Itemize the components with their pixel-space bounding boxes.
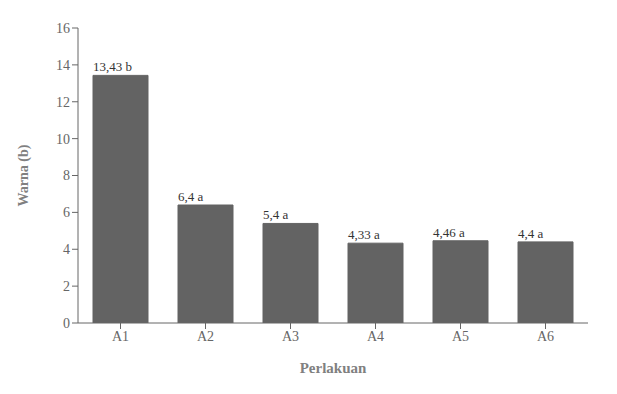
svg-text:4,4 a: 4,4 a bbox=[518, 226, 544, 241]
svg-text:12: 12 bbox=[56, 95, 70, 110]
svg-text:A5: A5 bbox=[452, 329, 469, 344]
svg-text:Perlakuan: Perlakuan bbox=[300, 360, 367, 376]
svg-text:13,43 b: 13,43 b bbox=[93, 59, 132, 74]
svg-text:Warna (b): Warna (b) bbox=[16, 144, 32, 206]
svg-text:A4: A4 bbox=[367, 329, 384, 344]
svg-text:14: 14 bbox=[56, 58, 70, 73]
svg-text:0: 0 bbox=[63, 316, 70, 331]
svg-text:4,46 a: 4,46 a bbox=[433, 225, 465, 240]
svg-text:A6: A6 bbox=[537, 329, 554, 344]
svg-text:4,33 a: 4,33 a bbox=[348, 227, 380, 242]
svg-text:16: 16 bbox=[56, 21, 70, 36]
svg-text:A3: A3 bbox=[282, 329, 299, 344]
svg-text:10: 10 bbox=[56, 132, 70, 147]
svg-text:2: 2 bbox=[63, 279, 70, 294]
svg-text:6: 6 bbox=[63, 205, 70, 220]
svg-text:8: 8 bbox=[63, 168, 70, 183]
svg-text:5,4 a: 5,4 a bbox=[263, 207, 289, 222]
svg-text:4: 4 bbox=[63, 242, 70, 257]
svg-text:A1: A1 bbox=[112, 329, 129, 344]
svg-text:A2: A2 bbox=[197, 329, 214, 344]
svg-text:6,4 a: 6,4 a bbox=[178, 189, 204, 204]
